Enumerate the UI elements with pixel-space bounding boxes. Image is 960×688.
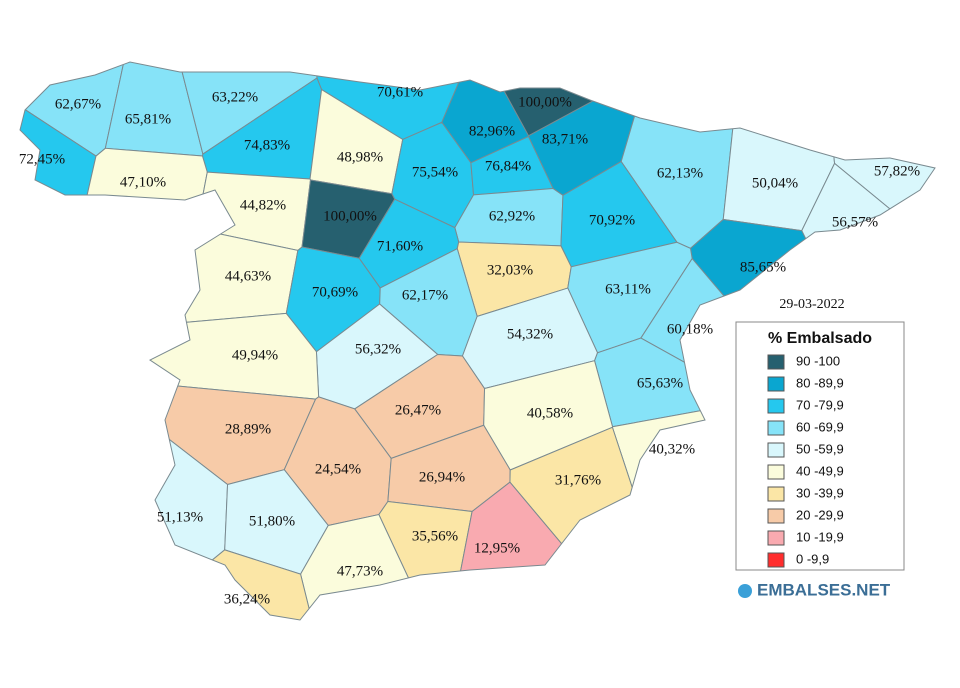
region xyxy=(722,62,836,232)
region-label: 35,56% xyxy=(412,528,458,544)
region-label: 44,63% xyxy=(225,268,271,284)
legend-label: 70 -79,9 xyxy=(796,397,844,412)
region-label: 40,32% xyxy=(649,441,695,457)
region-label: 76,84% xyxy=(485,158,531,174)
legend-box xyxy=(735,321,905,571)
region-label: 50,04% xyxy=(752,175,798,191)
legend-swatch xyxy=(767,354,785,370)
brand: EMBALSES.NET xyxy=(757,580,891,599)
region-label: 51,13% xyxy=(157,509,203,525)
region-label: 54,32% xyxy=(507,326,553,342)
region-label: 82,96% xyxy=(469,123,515,139)
region-label: 47,10% xyxy=(120,174,166,190)
legend-swatch xyxy=(767,552,785,568)
region-label: 57,82% xyxy=(874,163,920,179)
region-label: 48,98% xyxy=(337,149,383,165)
region-label: 40,58% xyxy=(527,405,573,421)
region-label: 70,61% xyxy=(377,84,423,100)
legend-swatch xyxy=(767,398,785,414)
region-label: 24,54% xyxy=(315,461,361,477)
legend-swatch xyxy=(767,376,785,392)
region-label: 49,94% xyxy=(232,347,278,363)
region-label: 85,65% xyxy=(740,259,786,275)
legend: 90 -100 80 -89,9 70 -79,9 60 -69,9 50 -59,9 4… xyxy=(767,353,844,568)
region-label: 100,00% xyxy=(518,94,572,110)
legend-label: 20 -29,9 xyxy=(796,507,844,522)
region-label: 75,54% xyxy=(412,164,458,180)
region-label: 83,71% xyxy=(542,131,588,147)
legend-swatch xyxy=(767,442,785,458)
region-label: 51,80% xyxy=(249,513,295,529)
region-label: 44,82% xyxy=(240,197,286,213)
region-label: 47,73% xyxy=(337,563,383,579)
region-label: 26,94% xyxy=(419,469,465,485)
region-label: 63,22% xyxy=(212,89,258,105)
region-label: 100,00% xyxy=(323,208,377,224)
region-label: 32,03% xyxy=(487,262,533,278)
region xyxy=(54,549,330,620)
region-label: 62,92% xyxy=(489,208,535,224)
region-label: 65,81% xyxy=(125,111,171,127)
logo-icon xyxy=(738,584,752,598)
legend-label: 50 -59,9 xyxy=(796,441,844,456)
legend-label: 60 -69,9 xyxy=(796,419,844,434)
region-label: 31,76% xyxy=(555,472,601,488)
region-label: 56,57% xyxy=(832,214,878,230)
region-label: 36,24% xyxy=(224,591,270,607)
region-label: 74,83% xyxy=(244,137,290,153)
date: 29-03-2022 xyxy=(779,297,844,312)
legend-label: 90 -100 xyxy=(796,353,840,368)
region-label: 26,47% xyxy=(395,402,441,418)
region-label: 71,60% xyxy=(377,238,423,254)
legend-swatch xyxy=(767,530,785,546)
region-label: 62,13% xyxy=(657,165,703,181)
region-label: 70,92% xyxy=(589,212,635,228)
region-label: 12,95% xyxy=(474,540,520,556)
legend-label: 40 -49,9 xyxy=(796,463,844,478)
legend-label: 0 -9,9 xyxy=(796,551,829,566)
legend-title: % Embalsado xyxy=(768,330,872,347)
region-label: 62,17% xyxy=(402,287,448,303)
region-label: 28,89% xyxy=(225,421,271,437)
region-label: 72,45% xyxy=(19,151,65,167)
region-label: 56,32% xyxy=(355,341,401,357)
region-label: 60,18% xyxy=(667,321,713,337)
legend-label: 80 -89,9 xyxy=(796,375,844,390)
legend-label: 10 -19,9 xyxy=(796,529,844,544)
labels: 62,67%72,45%65,81%63,22% 70,61%100,00%82,… xyxy=(19,84,920,607)
legend-label: 30 -39,9 xyxy=(796,485,844,500)
legend-swatch xyxy=(767,420,785,436)
legend-swatch xyxy=(767,464,785,480)
region-label: 70,69% xyxy=(312,284,358,300)
region-label: 65,63% xyxy=(637,375,683,391)
region-label: 63,11% xyxy=(605,281,651,297)
region-label: 62,67% xyxy=(55,96,101,112)
legend-swatch xyxy=(767,486,785,502)
legend-swatch xyxy=(767,508,785,524)
